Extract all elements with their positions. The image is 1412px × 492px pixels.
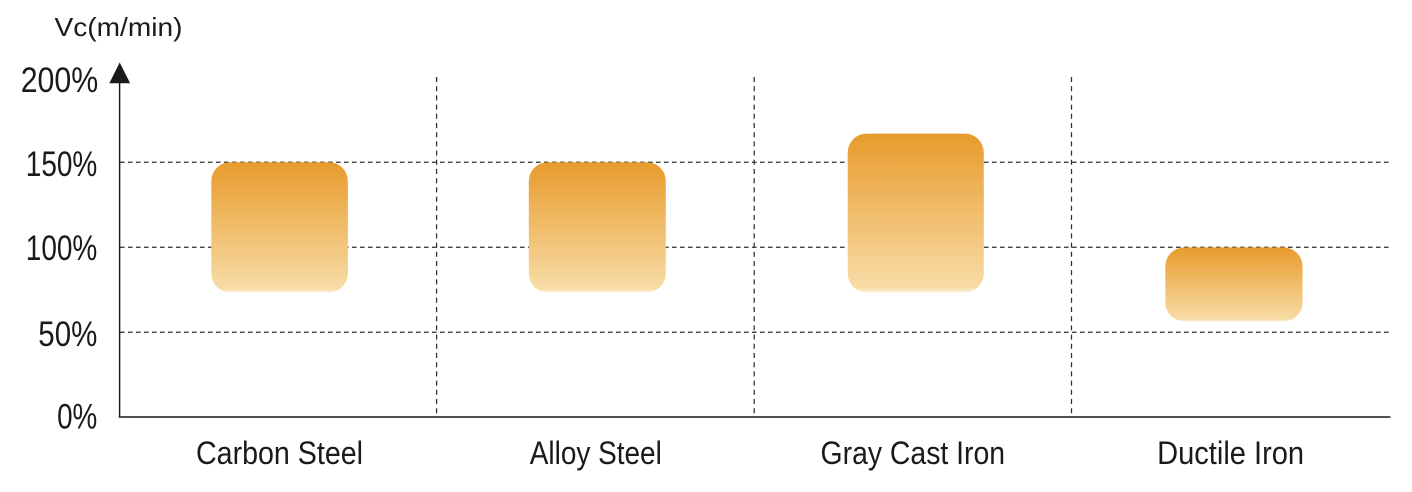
svg-text:Alloy Steel: Alloy Steel [530,435,662,471]
svg-text:Vc(m/min): Vc(m/min) [55,12,183,42]
svg-text:50%: 50% [38,315,97,354]
svg-text:100%: 100% [26,229,98,268]
svg-text:Carbon Steel: Carbon Steel [196,435,363,471]
svg-text:Ductile Iron: Ductile Iron [1157,435,1304,471]
svg-text:150%: 150% [26,145,98,184]
svg-text:200%: 200% [21,61,99,100]
svg-text:Gray Cast Iron: Gray Cast Iron [821,435,1006,471]
svg-text:0%: 0% [57,398,97,437]
